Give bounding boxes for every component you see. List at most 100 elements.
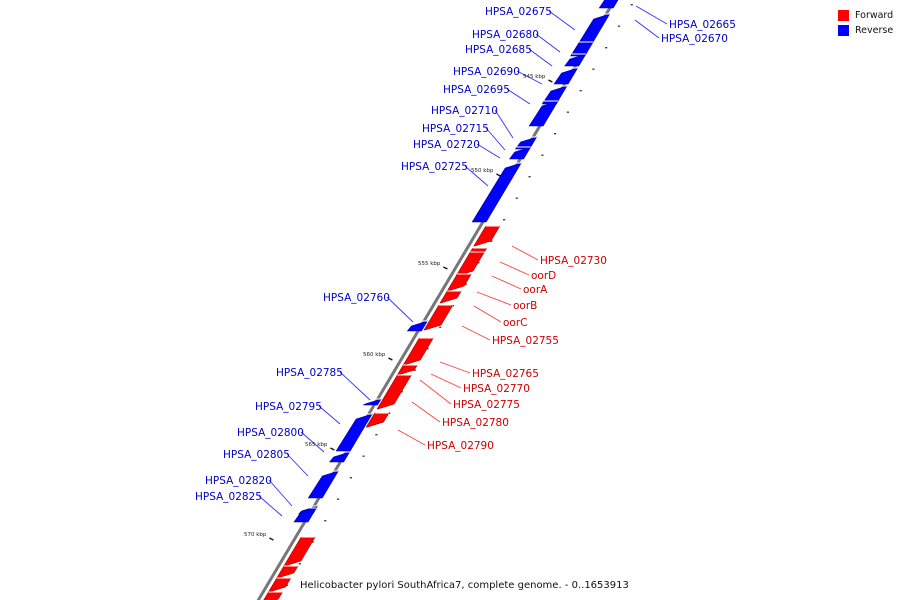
gene-label-oorC: oorC [503, 317, 528, 329]
gene-label-HPSA_02765: HPSA_02765 [472, 368, 539, 380]
gene-label-HPSA_02675: HPSA_02675 [485, 6, 552, 18]
gene-label-HPSA_02665: HPSA_02665 [669, 19, 736, 31]
minor-tick [617, 25, 621, 27]
scale-tick [548, 79, 553, 83]
leader-HPSA_02670 [634, 19, 660, 39]
gene-label-HPSA_02800: HPSA_02800 [237, 427, 304, 439]
leader-HPSA_02730 [511, 245, 539, 261]
gene-labels: HPSA_02665 HPSA_02670 HPSA_02675 HPSA_02680… [195, 6, 736, 503]
leader-HPSA_02795 [318, 405, 341, 425]
leader-HPSA_02780 [411, 401, 441, 423]
gene-HPSA_02665-reverse [598, 0, 619, 9]
leader-HPSA_02790 [397, 429, 426, 446]
minor-tick [515, 197, 518, 199]
minor-tick [349, 477, 352, 479]
gene-label-HPSA_02670: HPSA_02670 [661, 33, 728, 45]
minor-ticks [285, 4, 633, 586]
scale-tick [496, 173, 501, 177]
gene-label-HPSA_02760: HPSA_02760 [323, 292, 390, 304]
leader-HPSA_02690 [516, 70, 543, 85]
gene-HPSA_02710-reverse [528, 100, 559, 127]
reverse-swatch [838, 25, 849, 36]
minor-tick [324, 520, 327, 522]
scale-label: 560 kbp [363, 352, 386, 358]
gene-label-HPSA_02770: HPSA_02770 [463, 383, 530, 395]
minor-tick [285, 584, 289, 586]
leader-oorD [499, 261, 530, 276]
minor-tick [566, 111, 569, 113]
gene-features [263, 0, 619, 600]
leader-HPSA_02665 [635, 5, 668, 25]
gene-label-HPSA_02725: HPSA_02725 [401, 161, 468, 173]
gene-HPSA_02685-reverse [564, 53, 587, 67]
minor-tick [477, 262, 480, 264]
scale-label: 565 kbp [305, 442, 328, 448]
minor-tick [362, 455, 365, 457]
gene-label-oorA: oorA [523, 284, 548, 296]
gene-label-HPSA_02695: HPSA_02695 [443, 84, 510, 96]
scale-tick [388, 357, 393, 361]
gene-HPSA_02760-reverse [406, 320, 429, 332]
gene-label-HPSA_02790: HPSA_02790 [427, 440, 494, 452]
gene-label-HPSA_02775: HPSA_02775 [453, 399, 520, 411]
gene-HPSA_02825-reverse [293, 507, 318, 523]
gene-label-HPSA_02805: HPSA_02805 [223, 449, 290, 461]
gene-HPSA_02785-reverse [362, 398, 382, 406]
scale-tick [443, 266, 448, 270]
label-leaders [258, 5, 668, 517]
gene-label-HPSA_02715: HPSA_02715 [422, 123, 489, 135]
leader-HPSA_02755 [461, 325, 491, 341]
scale-label: 550 kbp [471, 168, 494, 174]
gene-label-HPSA_02730: HPSA_02730 [540, 255, 607, 267]
forward-swatch [838, 10, 849, 21]
gene-HPSA_02765-forward [402, 337, 434, 366]
minor-tick [388, 412, 391, 414]
minor-tick [451, 305, 455, 307]
minor-tick [503, 219, 506, 221]
map-caption: Helicobacter pylori SouthAfrica7, comple… [300, 580, 629, 591]
gene-HPSA_02805-reverse [307, 470, 339, 499]
gene-label-HPSA_02780: HPSA_02780 [442, 417, 509, 429]
minor-tick [439, 326, 442, 328]
legend-item-forward: Forward [838, 8, 893, 23]
gene-HPSA_02720-reverse [508, 146, 532, 160]
leader-HPSA_02680 [535, 33, 561, 53]
leader-HPSA_02760 [386, 296, 414, 323]
minor-tick [579, 90, 582, 92]
gene-HPSA_02800-reverse [329, 451, 351, 463]
gene-label-HPSA_02795: HPSA_02795 [255, 401, 322, 413]
scale-tick [269, 537, 274, 541]
gene-oorC-forward [439, 290, 462, 304]
gene-label-oorD: oorD [531, 270, 556, 282]
leader-HPSA_02725 [464, 165, 489, 187]
gene-label-HPSA_02755: HPSA_02755 [492, 335, 559, 347]
gene-oorA-forward [455, 251, 485, 277]
leader-HPSA_02825 [258, 495, 283, 517]
minor-tick [541, 154, 544, 156]
gene-HPSA_02725-reverse [471, 162, 522, 223]
leader-oorA [491, 275, 522, 290]
minor-tick [426, 348, 429, 350]
gene-HPSA_02795-reverse [335, 413, 373, 452]
legend-item-reverse: Reverse [838, 23, 893, 38]
leader-oorC [473, 305, 502, 323]
minor-tick [337, 498, 340, 500]
gene-unlabelled-forward [263, 591, 283, 600]
gene-label-HPSA_02710: HPSA_02710 [431, 105, 498, 117]
scale-label: 545 kbp [523, 74, 546, 80]
gene-HPSA_02690-reverse [553, 67, 579, 85]
scale-tick [330, 447, 335, 451]
scale-label: 570 kbp [244, 532, 267, 538]
leader-HPSA_02800 [300, 431, 325, 453]
legend: Forward Reverse [838, 8, 893, 38]
leader-HPSA_02770 [430, 373, 462, 389]
minor-tick [554, 133, 557, 135]
gene-label-HPSA_02685: HPSA_02685 [465, 44, 532, 56]
minor-tick [311, 541, 314, 543]
gene-label-HPSA_02820: HPSA_02820 [205, 475, 272, 487]
leader-oorB [476, 291, 512, 306]
minor-tick [298, 563, 301, 565]
scale-label: 555 kbp [418, 261, 441, 267]
legend-label-forward: Forward [855, 10, 894, 21]
